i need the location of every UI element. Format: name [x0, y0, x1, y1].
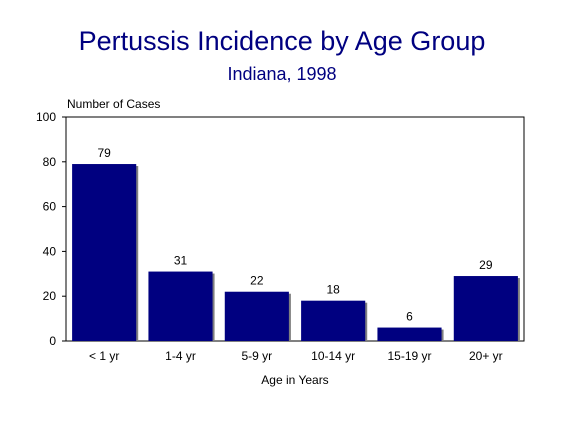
x-tick-label: 20+ yr: [469, 349, 503, 363]
x-axis-label: Age in Years: [261, 373, 328, 387]
y-tick-label: 80: [43, 155, 57, 169]
y-tick-label: 40: [43, 244, 57, 258]
y-axis-label: Number of Cases: [67, 97, 160, 111]
y-tick-label: 20: [43, 289, 57, 303]
data-label: 29: [479, 258, 493, 272]
x-tick-label: 5-9 yr: [241, 349, 272, 363]
y-tick-label: 0: [49, 334, 56, 348]
chart-title: Pertussis Incidence by Age Group: [79, 26, 486, 56]
data-label: 6: [406, 310, 413, 324]
x-tick-label: 10-14 yr: [311, 349, 355, 363]
plot-area: [65, 116, 525, 342]
bars: 79 31 22 18 6 29: [72, 146, 520, 341]
x-tick-label: 15-19 yr: [387, 349, 431, 363]
y-axis: 0 20 40 60 80 100: [36, 110, 66, 348]
y-tick-label: 100: [36, 110, 56, 124]
bar: [301, 300, 366, 341]
x-tick-label: 1-4 yr: [165, 349, 196, 363]
x-tick-label: < 1 yr: [89, 349, 119, 363]
chart-subtitle: Indiana, 1998: [227, 64, 336, 84]
bar: [72, 164, 137, 341]
bar: [453, 276, 518, 341]
data-label: 18: [326, 283, 340, 297]
bar: [224, 291, 289, 341]
bar: [148, 271, 213, 341]
data-label: 79: [97, 146, 111, 160]
data-label: 22: [250, 274, 264, 288]
data-label: 31: [174, 254, 188, 268]
bar: [377, 327, 442, 341]
y-tick-label: 60: [43, 200, 57, 214]
x-axis: < 1 yr 1-4 yr 5-9 yr 10-14 yr 15-19 yr 20+ yr: [89, 349, 503, 363]
